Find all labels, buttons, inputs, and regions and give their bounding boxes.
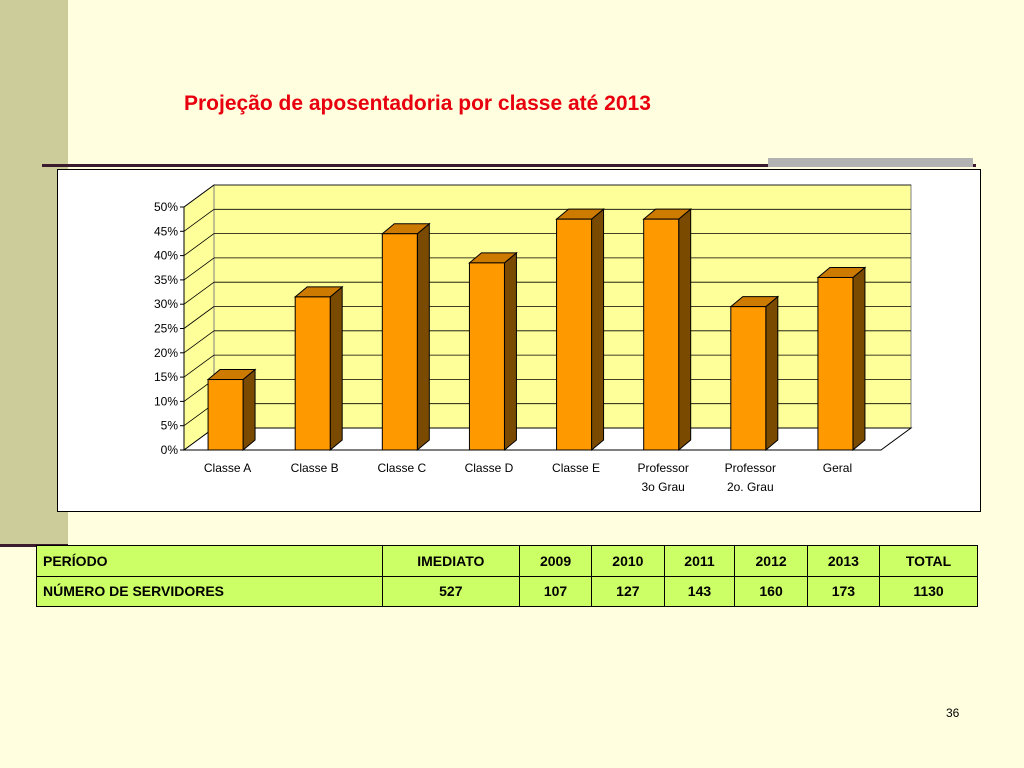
bar	[381, 233, 418, 451]
bar-chart: 0% 5% 10% 15% 20% 25% 30% 35% 40% 45% 50% Classe A C…	[154, 184, 913, 494]
table-cell: 160	[734, 575, 808, 607]
table-header-cell: TOTAL	[879, 545, 978, 577]
y-tick-label: 0%	[161, 443, 179, 457]
gridline-side	[183, 233, 215, 256]
bar-side	[416, 222, 430, 452]
table-cell: 527	[381, 575, 520, 607]
gridline-side	[183, 208, 215, 232]
slide-title: Projeção de aposentadoria por classe até…	[184, 92, 651, 115]
bar-side	[765, 295, 779, 452]
x-tick-label: Classe D	[465, 461, 514, 475]
page-number: 36	[946, 706, 960, 720]
gridline-side	[183, 354, 215, 378]
bar-side	[678, 208, 692, 452]
gridline-side	[183, 257, 215, 281]
y-tick-label: 10%	[154, 394, 178, 408]
bar	[643, 218, 680, 451]
y-tick-label: 35%	[154, 273, 178, 287]
x-tick-label: 3o Grau	[642, 480, 685, 494]
table-cell: NÚMERO DE SERVIDORES	[36, 575, 383, 607]
table-header-row: PERÍODO IMEDIATO 2009 2010 2011 2012 201…	[36, 545, 978, 577]
x-tick-label: Professor	[725, 461, 776, 475]
table-cell: 173	[806, 575, 881, 607]
gridline-side	[183, 184, 215, 208]
x-tick-label: Classe B	[291, 461, 339, 475]
top-divider-line	[42, 164, 976, 167]
table-cell: 127	[591, 575, 665, 607]
bar	[817, 276, 854, 451]
y-tick-label: 20%	[154, 346, 178, 360]
chart-floor	[182, 427, 913, 451]
x-tick-label: Professor	[638, 461, 689, 475]
table-header-cell: PERÍODO	[36, 545, 383, 577]
bar	[207, 379, 244, 451]
gray-accent-block	[768, 158, 973, 167]
x-tick-label: Classe C	[377, 461, 426, 475]
bar	[468, 262, 505, 451]
chart-frame: 0% 5% 10% 15% 20% 25% 30% 35% 40% 45% 50% Classe A C…	[57, 169, 981, 512]
bottom-divider-line	[0, 544, 68, 547]
bar-side	[329, 285, 343, 452]
y-tick-label: 50%	[154, 200, 178, 214]
table-cell: 107	[518, 575, 593, 607]
y-tick-label: 45%	[154, 224, 178, 238]
gridline-side	[183, 330, 215, 354]
table-header-cell: 2013	[806, 545, 881, 577]
y-tick-label: 5%	[161, 419, 179, 433]
table-header-cell: 2010	[591, 545, 665, 577]
bar-side	[242, 368, 256, 452]
y-tick-label: 25%	[154, 322, 178, 336]
side-decoration-strip	[0, 0, 68, 545]
y-tick-label: 15%	[154, 370, 178, 384]
table-header-cell: 2012	[734, 545, 808, 577]
gridline-side	[183, 306, 215, 329]
retirement-table: PERÍODO IMEDIATO 2009 2010 2011 2012 201…	[36, 545, 978, 607]
table-cell: 1130	[879, 575, 978, 607]
gridline-side	[183, 281, 215, 305]
x-tick-label: Geral	[823, 461, 852, 475]
table-cell: 143	[663, 575, 736, 607]
table-header-cell: IMEDIATO	[381, 545, 520, 577]
bar-side	[852, 266, 866, 452]
x-tick-label: Classe A	[204, 461, 251, 475]
table-row: NÚMERO DE SERVIDORES 527 107 127 143 160…	[36, 575, 978, 607]
bar-side	[591, 208, 605, 452]
bar	[730, 306, 767, 451]
table-header-cell: 2009	[518, 545, 593, 577]
bar	[294, 296, 331, 451]
bar	[556, 218, 593, 451]
x-tick-label: 2o. Grau	[727, 480, 774, 494]
x-tick-label: Classe E	[552, 461, 600, 475]
y-tick-label: 30%	[154, 297, 178, 311]
y-tick-label: 40%	[154, 249, 178, 263]
bar-side	[503, 251, 517, 452]
table-header-cell: 2011	[663, 545, 736, 577]
